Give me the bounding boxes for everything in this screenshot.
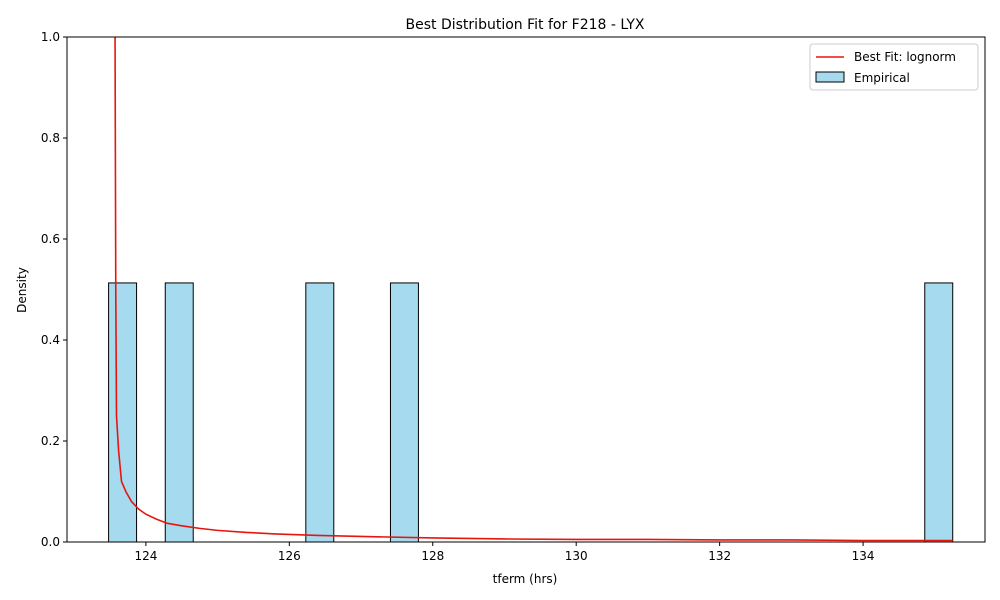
y-tick-label: 0.6	[41, 232, 60, 246]
plot-frame	[66, 36, 986, 543]
legend-fit-label: Best Fit: lognorm	[854, 50, 956, 64]
histogram-bars	[108, 282, 954, 543]
y-tick-label: 0.4	[41, 333, 60, 347]
x-tick-label: 130	[565, 549, 588, 563]
y-tick-label: 1.0	[41, 30, 60, 44]
fit-line	[114, 36, 953, 542]
legend-empirical-label: Empirical	[854, 71, 910, 85]
x-tick-label: 128	[421, 549, 444, 563]
x-tick-label: 134	[852, 549, 875, 563]
legend-frame	[809, 43, 979, 91]
x-tick-label: 124	[134, 549, 157, 563]
histogram-bar	[389, 282, 419, 543]
y-tick-label: 0.2	[41, 434, 60, 448]
histogram-bar	[164, 282, 194, 543]
y-tick-label: 0.8	[41, 131, 60, 145]
y-axis: 0.0 0.2 0.4 0.6 0.8 1.0	[41, 30, 67, 549]
x-tick-label: 126	[278, 549, 301, 563]
fit-line-layer	[114, 36, 953, 542]
legend-empirical-swatch	[815, 71, 845, 83]
legend: Best Fit: lognorm Empirical	[809, 43, 979, 91]
histogram-bar	[108, 282, 138, 543]
x-axis: 124 126 128 130 132 134	[134, 542, 875, 563]
histogram-bar	[305, 282, 335, 543]
x-tick-label: 132	[708, 549, 731, 563]
y-axis-label: Density	[15, 267, 29, 313]
chart-title: Best Distribution Fit for F218 - LYX	[406, 17, 645, 33]
y-tick-label: 0.0	[41, 535, 60, 549]
x-axis-label: tferm (hrs)	[493, 572, 558, 586]
histogram-bar	[924, 282, 954, 543]
